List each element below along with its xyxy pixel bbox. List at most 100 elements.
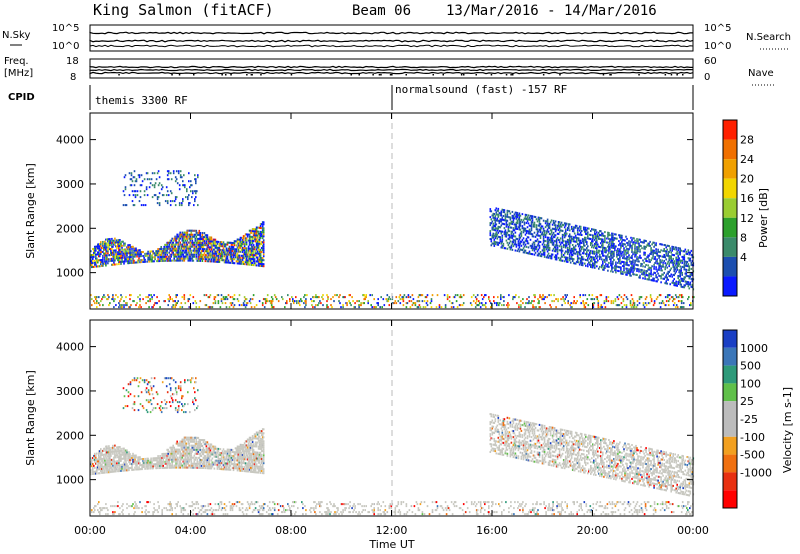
data-cell [537, 248, 540, 251]
data-cell [93, 472, 95, 475]
data-cell [125, 469, 127, 472]
data-cell [517, 226, 520, 229]
data-cell [138, 255, 140, 258]
data-cell [577, 257, 580, 260]
data-cell [342, 296, 344, 299]
data-cell [104, 471, 106, 474]
data-cell [592, 252, 594, 255]
data-cell [674, 282, 676, 285]
data-cell [624, 239, 626, 242]
data-cell [394, 300, 397, 303]
data-cell [247, 257, 250, 260]
data-cell [142, 251, 144, 253]
data-cell [150, 260, 152, 263]
data-cell [251, 298, 254, 301]
data-cell [119, 458, 121, 460]
data-cell [588, 227, 590, 230]
data-cell [101, 247, 103, 249]
data-cell [130, 256, 132, 258]
data-cell [591, 266, 593, 269]
data-cell [160, 254, 162, 256]
data-cell [622, 261, 624, 263]
data-cell [111, 243, 113, 246]
data-cell [564, 232, 567, 235]
data-cell [602, 248, 604, 251]
data-cell [577, 261, 580, 264]
data-cell [600, 230, 602, 233]
data-cell [631, 298, 634, 301]
data-cell [229, 257, 232, 260]
data-cell [554, 226, 557, 229]
data-cell [156, 465, 158, 468]
data-cell [611, 242, 613, 245]
data-cell [252, 232, 255, 235]
data-cell [95, 298, 97, 301]
data-cell [678, 269, 680, 272]
data-cell [507, 238, 510, 240]
data-cell [613, 245, 615, 247]
data-cell [120, 298, 122, 301]
data-cell [675, 266, 677, 269]
data-cell [609, 248, 611, 251]
data-cell [680, 300, 683, 303]
data-cell [115, 448, 117, 451]
data-cell [492, 228, 495, 231]
data-cell [560, 245, 563, 248]
data-cell [153, 186, 156, 189]
data-cell [204, 238, 207, 241]
data-cell [614, 298, 617, 301]
data-cell [198, 233, 201, 236]
data-cell [558, 239, 561, 242]
data-cell [162, 249, 164, 252]
data-cell [508, 224, 511, 227]
data-cell [106, 258, 108, 261]
data-cell [247, 249, 250, 252]
data-cell [92, 463, 94, 465]
data-cell [604, 306, 607, 309]
data-cell [137, 460, 139, 463]
data-cell [109, 463, 111, 466]
data-cell [564, 258, 567, 261]
data-cell [494, 209, 497, 212]
data-cell [590, 265, 592, 268]
data-cell [262, 298, 265, 301]
data-cell [169, 298, 171, 301]
data-cell [100, 458, 102, 461]
data-cell [548, 225, 551, 227]
data-cell [657, 248, 659, 251]
data-cell [595, 247, 597, 250]
data-cell [161, 460, 163, 463]
data-cell [253, 248, 256, 251]
data-cell [527, 242, 530, 245]
data-cell [173, 247, 175, 250]
data-cell [115, 470, 117, 473]
data-cell [174, 304, 176, 307]
data-cell [665, 300, 668, 303]
nsky-tick-low: 10^0 [52, 41, 79, 52]
data-cell [507, 228, 510, 230]
data-cell [162, 464, 164, 467]
data-cell [128, 194, 131, 197]
data-cell [514, 231, 517, 234]
data-cell [661, 255, 663, 258]
data-cell [562, 224, 565, 227]
data-cell [253, 236, 256, 239]
data-cell [124, 256, 126, 259]
data-cell [189, 233, 192, 236]
data-cell [620, 272, 622, 275]
data-cell [665, 250, 667, 253]
data-cell [504, 235, 507, 238]
data-cell [259, 236, 262, 239]
data-cell [669, 275, 671, 278]
data-cell [127, 258, 129, 261]
data-cell [495, 207, 498, 210]
data-cell [172, 253, 174, 256]
data-cell [197, 233, 200, 236]
data-cell [119, 253, 121, 255]
data-cell [525, 239, 528, 242]
data-cell [489, 300, 491, 303]
data-cell [689, 283, 692, 286]
data-cell [100, 450, 102, 453]
data-cell [191, 245, 194, 248]
data-cell [184, 239, 187, 242]
